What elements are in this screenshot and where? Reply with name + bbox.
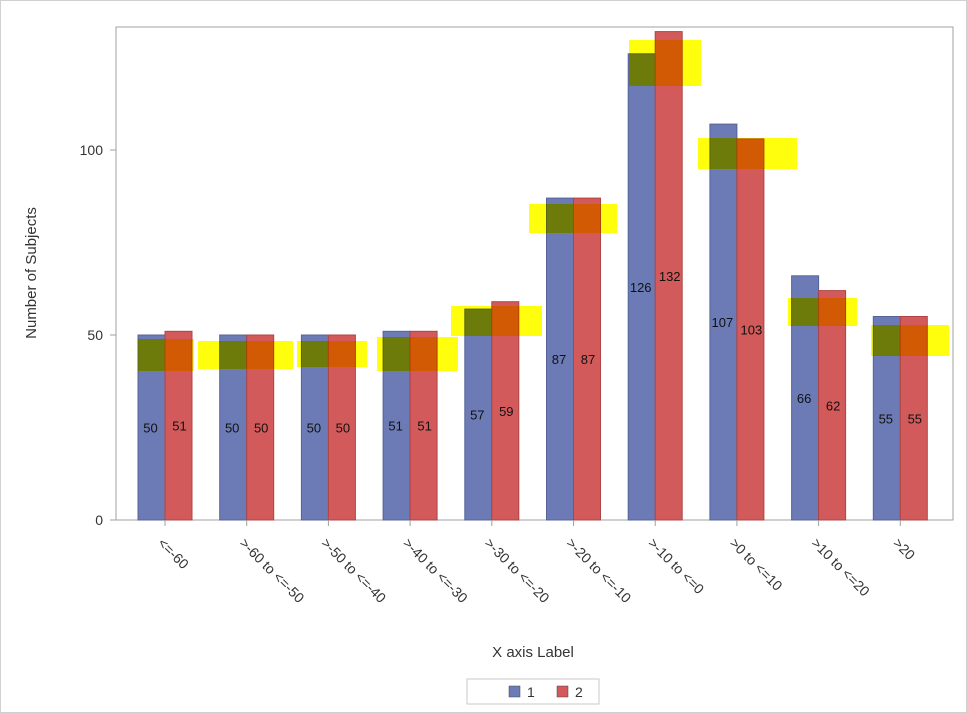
highlight-mark (451, 306, 542, 336)
bar-series-2 (818, 290, 847, 521)
highlight-mark (138, 339, 194, 371)
bar-series-1 (627, 53, 656, 521)
data-label: 126 (630, 280, 652, 295)
data-label: 50 (143, 421, 157, 436)
y-tick-label: 0 (95, 512, 103, 528)
highlight-mark (198, 341, 293, 369)
bar-series-1 (709, 123, 738, 521)
legend-box (466, 678, 600, 705)
data-label: 55 (908, 411, 922, 426)
x-tick-label: >-50 to <=-40 (318, 535, 389, 606)
data-label: 51 (388, 419, 402, 434)
highlight-mark (377, 337, 458, 371)
data-label: 66 (797, 391, 811, 406)
bar-series-1 (546, 197, 574, 521)
bar-series-1 (464, 308, 493, 521)
x-tick-label: >0 to <=10 (727, 535, 786, 594)
data-label: 103 (741, 322, 763, 337)
data-label: 50 (336, 421, 350, 436)
x-tick-label: >-20 to <=-10 (563, 535, 634, 606)
x-tick-label: >-10 to <=0 (645, 535, 707, 597)
x-tick-label: <=-60 (155, 535, 192, 572)
data-label: 55 (879, 411, 893, 426)
data-label: 50 (225, 421, 239, 436)
y-axis-title: Number of Subjects (23, 207, 40, 339)
x-tick-label: >10 to <=20 (808, 535, 873, 600)
y-tick-label: 50 (87, 327, 103, 343)
data-label: 51 (172, 419, 186, 434)
highlight-mark (629, 40, 701, 86)
legend-label-2: 2 (575, 684, 583, 700)
data-label: 107 (712, 315, 734, 330)
plot-frame (115, 26, 954, 521)
x-tick-label: >20 (890, 535, 918, 563)
legend: 1 2 (466, 678, 600, 705)
data-label: 59 (499, 404, 513, 419)
data-label: 50 (307, 421, 321, 436)
x-tick-label: >-40 to <=-30 (400, 535, 471, 606)
bar-series-2 (491, 301, 520, 521)
highlight-mark (529, 204, 617, 233)
bar-series-2 (573, 197, 601, 521)
legend-label-1: 1 (527, 684, 535, 700)
data-label: 51 (417, 419, 431, 434)
data-label: 87 (552, 352, 566, 367)
highlight-mark (788, 298, 857, 326)
highlight-mark (297, 341, 367, 367)
data-label: 87 (581, 352, 595, 367)
legend-swatch-2 (556, 685, 569, 698)
x-axis-title: X axis Label (492, 644, 574, 661)
y-tick-label: 100 (80, 142, 104, 158)
x-tick-label: >-60 to <=-50 (237, 535, 308, 606)
highlight-mark (698, 138, 797, 169)
highlight-mark (871, 325, 949, 356)
data-label: 62 (826, 398, 840, 413)
data-label: 57 (470, 408, 484, 423)
bar-series-2 (654, 31, 683, 521)
x-tick-label: >-30 to <=-20 (482, 535, 553, 606)
legend-swatch-1 (508, 685, 521, 698)
data-label: 132 (659, 269, 681, 284)
data-label: 50 (254, 421, 268, 436)
